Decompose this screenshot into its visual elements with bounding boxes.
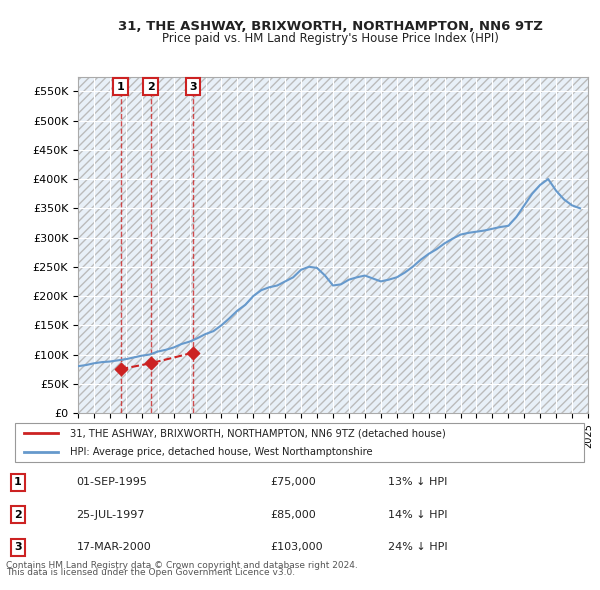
Text: 3: 3	[189, 82, 197, 92]
Text: 31, THE ASHWAY, BRIXWORTH, NORTHAMPTON, NN6 9TZ: 31, THE ASHWAY, BRIXWORTH, NORTHAMPTON, …	[118, 20, 542, 33]
Text: 2: 2	[147, 82, 155, 92]
Text: £103,000: £103,000	[271, 542, 323, 552]
Text: 1: 1	[116, 82, 124, 92]
Text: 24% ↓ HPI: 24% ↓ HPI	[388, 542, 448, 552]
Text: £85,000: £85,000	[271, 510, 316, 520]
Text: 01-SEP-1995: 01-SEP-1995	[77, 477, 148, 487]
Text: This data is licensed under the Open Government Licence v3.0.: This data is licensed under the Open Gov…	[6, 568, 295, 577]
Text: Contains HM Land Registry data © Crown copyright and database right 2024.: Contains HM Land Registry data © Crown c…	[6, 561, 358, 570]
Text: HPI: Average price, detached house, West Northamptonshire: HPI: Average price, detached house, West…	[70, 447, 372, 457]
Text: 31, THE ASHWAY, BRIXWORTH, NORTHAMPTON, NN6 9TZ (detached house): 31, THE ASHWAY, BRIXWORTH, NORTHAMPTON, …	[70, 428, 445, 438]
Text: £75,000: £75,000	[271, 477, 316, 487]
Text: 13% ↓ HPI: 13% ↓ HPI	[388, 477, 448, 487]
FancyBboxPatch shape	[15, 422, 584, 463]
Text: Price paid vs. HM Land Registry's House Price Index (HPI): Price paid vs. HM Land Registry's House …	[161, 32, 499, 45]
Text: 14% ↓ HPI: 14% ↓ HPI	[388, 510, 448, 520]
Point	[116, 365, 125, 374]
Text: 17-MAR-2000: 17-MAR-2000	[77, 542, 151, 552]
Text: 25-JUL-1997: 25-JUL-1997	[77, 510, 145, 520]
Text: 3: 3	[14, 542, 22, 552]
Point	[188, 348, 198, 358]
Text: 1: 1	[14, 477, 22, 487]
Point	[146, 359, 155, 368]
Text: 2: 2	[14, 510, 22, 520]
